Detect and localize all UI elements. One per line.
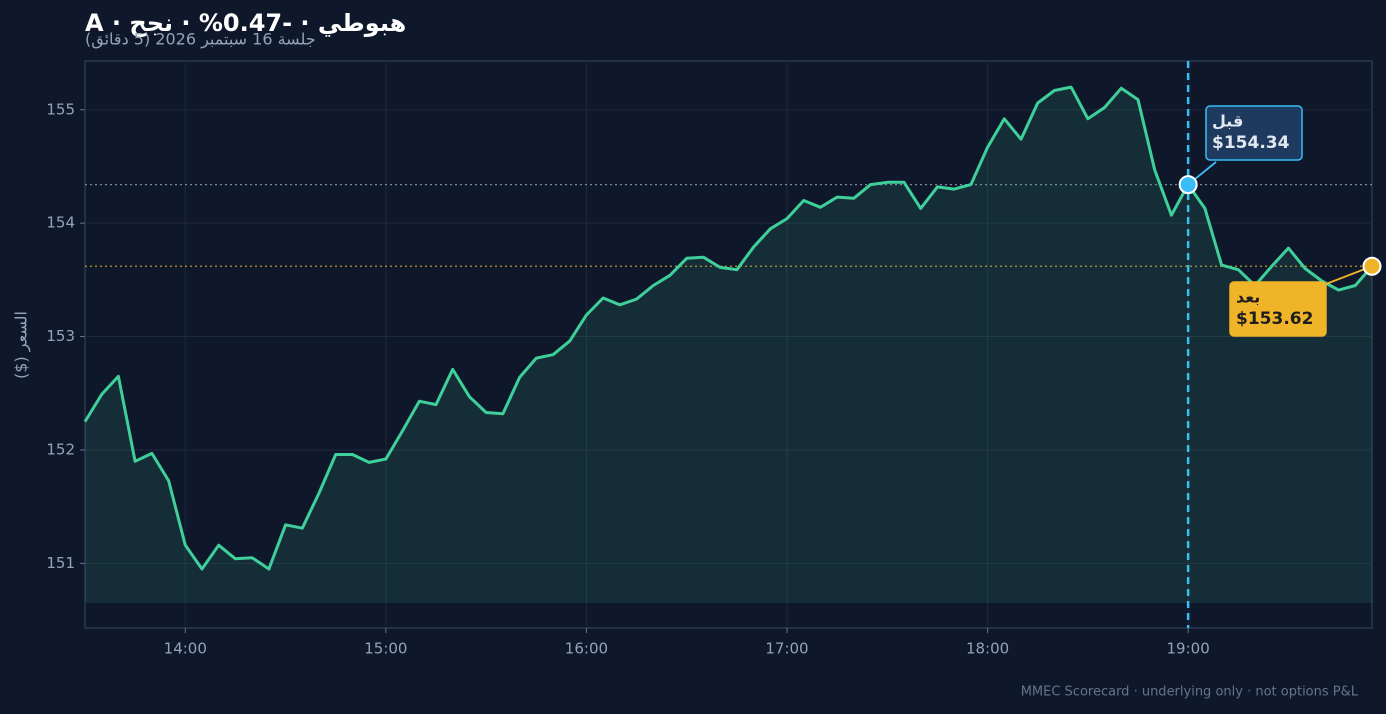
x-tick-label: 15:00 [364,640,407,658]
x-tick-label: 17:00 [765,640,808,658]
y-tick-label: 153 [46,327,75,345]
annotation-label: بعد [1236,288,1260,307]
y-axis-label: السعر ($) [12,311,32,379]
annotation-label: قبل [1212,112,1243,131]
y-tick-label: 151 [46,554,75,572]
annotation-marker [1178,175,1198,195]
x-tick-label: 16:00 [565,640,608,658]
y-tick-label: 155 [46,100,75,118]
chart-subtitle: جلسة 16 سبتمبر 2026 (5 دقائق) [85,30,316,50]
annotation-value: $153.62 [1236,309,1313,329]
line-area [85,87,1372,604]
annotation-marker [1362,256,1382,276]
x-tick-label: 18:00 [966,640,1009,658]
annotation-box [1205,105,1303,161]
y-tick-label: 152 [46,440,75,458]
y-tick-label: 154 [46,214,75,232]
line-series [83,85,1374,571]
x-tick-label: 19:00 [1167,640,1210,658]
annotation-value: $154.34 [1212,133,1290,153]
annotation-box [1229,281,1327,337]
x-tick-label: 14:00 [164,640,207,658]
footer: MMEC Scorecard · underlying only · not o… [1021,685,1359,700]
plot-frame [84,60,1373,629]
chart-title: هبوطي · -0.47% · نجح · A [85,9,406,37]
